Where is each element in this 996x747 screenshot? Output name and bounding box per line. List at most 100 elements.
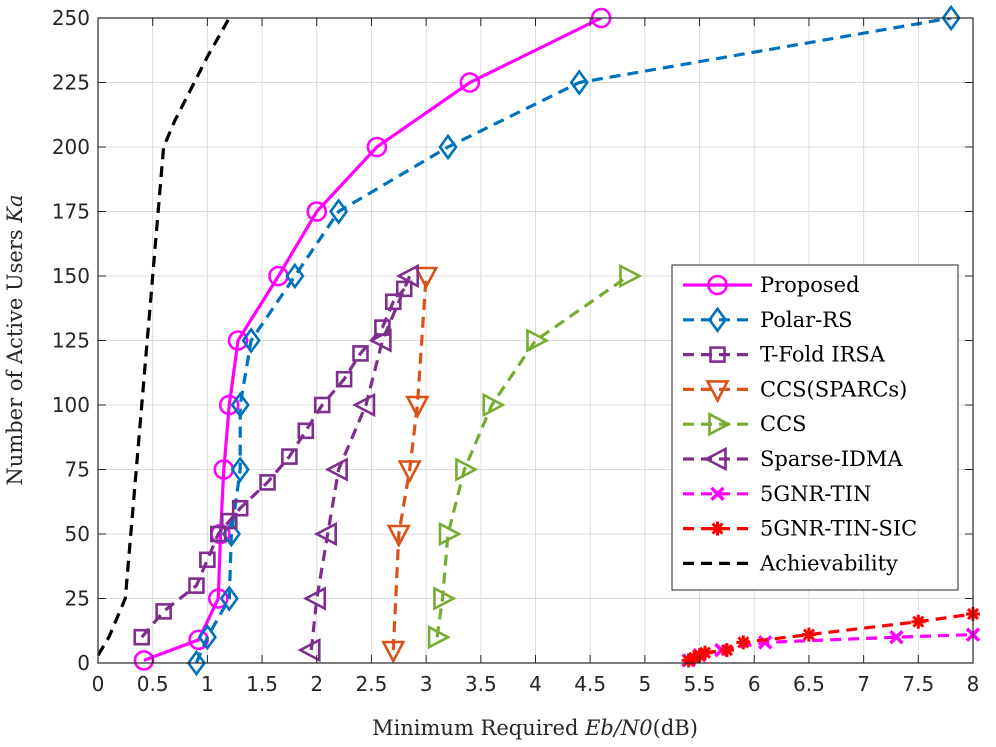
legend-label: Proposed: [760, 273, 860, 297]
data-point-legend-triangle-right: [708, 412, 732, 437]
data-point-circle: [366, 136, 388, 158]
data-point-square: [297, 422, 315, 440]
series-line: [309, 275, 412, 651]
data-point-triangle-right: [433, 586, 457, 611]
legend-label: 5GNR-TIN-SIC: [760, 517, 917, 541]
x-tick-label: 0: [92, 672, 105, 696]
data-point-circle: [459, 72, 481, 93]
x-tick-label: 5.5: [684, 672, 716, 696]
y-tick-label: 100: [52, 393, 90, 417]
series-ccs: [427, 263, 643, 650]
x-tick-label: 6: [748, 672, 761, 696]
data-point-diamond: [219, 585, 239, 612]
data-point-square: [210, 525, 227, 543]
legend: Proposed Polar-RS T-Fold IRSA CCS(SPARCs) CC…: [671, 264, 959, 591]
series-line: [143, 18, 602, 662]
legend-label: Achievability: [759, 551, 898, 575]
data-point-circle: [208, 588, 229, 609]
data-point-triangle-left: [368, 328, 392, 353]
x-tick-label: 7: [857, 672, 870, 696]
y-tick-label: 225: [52, 71, 90, 95]
y-tick-label: 50: [65, 522, 90, 546]
x-tick-label: 1: [201, 672, 214, 696]
data-point-triangle-right: [455, 457, 479, 482]
data-point-square: [352, 345, 369, 362]
data-point-triangle-down: [397, 460, 422, 484]
ticks: 0 0.5 1 1.5 2 2.5 3 3.5 4 4.5 5 5.5 6 6.5 7 7.5 8 0 25 50 75…: [52, 6, 980, 696]
data-point-asterisk: [801, 627, 816, 642]
series-5gnr-tin-sic: [681, 606, 980, 668]
data-point-square: [133, 628, 151, 646]
data-point-triangle-left: [324, 457, 348, 482]
legend-item: CCS: [683, 412, 807, 437]
data-point-diamond: [241, 327, 261, 354]
data-point-asterisk: [687, 650, 702, 665]
series-achievability: [98, 18, 231, 657]
x-tick-label: 2.5: [356, 672, 388, 696]
data-point-triangle-left: [297, 637, 321, 663]
y-tick-label: 25: [65, 587, 90, 611]
x-tick-label: 0.5: [137, 672, 169, 696]
data-point-triangle-right: [427, 625, 451, 650]
data-point-triangle-right: [482, 392, 506, 418]
data-point-triangle-right: [526, 328, 550, 353]
data-point-diamond: [941, 4, 961, 32]
data-point-circle: [227, 330, 249, 351]
data-point-square: [259, 474, 276, 491]
data-point-asterisk: [719, 643, 734, 658]
data-point-square: [155, 603, 172, 620]
x-tick-label: 8: [967, 672, 980, 696]
data-point-square: [199, 551, 216, 569]
legend-item: Proposed: [683, 273, 860, 297]
y-axis-label: Number of Active Users Ka: [3, 194, 27, 485]
legend-item: 5GNR-TIN: [683, 482, 871, 506]
series-group: [98, 4, 981, 677]
data-point-square: [281, 448, 298, 465]
y-tick-label: 0: [77, 651, 90, 675]
data-point-diamond: [186, 649, 207, 677]
series-line: [194, 18, 952, 663]
data-point-triangle-down: [405, 395, 430, 419]
data-point-asterisk: [698, 645, 713, 660]
x-tick-label: 2: [310, 672, 323, 696]
y-tick-label: 125: [52, 329, 90, 353]
data-point-square: [395, 280, 413, 298]
data-point-legend-diamond: [707, 306, 728, 334]
legend-item: Achievability: [683, 551, 898, 575]
x-tick-label: 3: [420, 672, 433, 696]
legend-label: CCS(SPARCs): [760, 377, 907, 401]
series-line: [98, 18, 231, 657]
legend-item: 5GNR-TIN-SIC: [683, 517, 917, 541]
data-point-square: [188, 577, 205, 594]
series-line: [391, 275, 428, 651]
x-tick-label: 3.5: [465, 672, 497, 696]
y-tick-label: 200: [52, 135, 90, 159]
legend-label: T-Fold IRSA: [760, 343, 886, 367]
data-point-triangle-left: [352, 392, 376, 418]
data-point-diamond: [197, 623, 217, 651]
data-point-square: [220, 512, 238, 530]
y-tick-label: 175: [52, 200, 90, 224]
data-point-legend-circle: [707, 274, 728, 296]
data-point-diamond: [329, 198, 349, 225]
legend-item: Sparse-IDMA: [683, 446, 903, 472]
y-tick-label: 150: [52, 264, 90, 288]
data-point-legend-square: [709, 346, 726, 363]
series-ccs-sparcs-: [381, 266, 439, 664]
x-tick-label: 4: [529, 672, 542, 696]
data-point-triangle-left: [302, 586, 327, 611]
data-point-triangle-right: [619, 263, 643, 289]
data-point-diamond: [230, 456, 250, 483]
legend-label: Sparse-IDMA: [760, 447, 903, 471]
data-point-x: [889, 629, 904, 645]
data-point-triangle-right: [438, 521, 462, 547]
data-point-legend-triangle-left: [703, 446, 727, 472]
legend-label: CCS: [760, 412, 807, 436]
legend-item: Polar-RS: [683, 306, 853, 334]
data-point-triangle-down: [381, 640, 406, 664]
data-point-legend-triangle-down: [705, 380, 730, 404]
data-point-circle: [218, 394, 240, 416]
x-tick-label: 6.5: [793, 672, 825, 696]
y-tick-label: 75: [65, 458, 90, 482]
